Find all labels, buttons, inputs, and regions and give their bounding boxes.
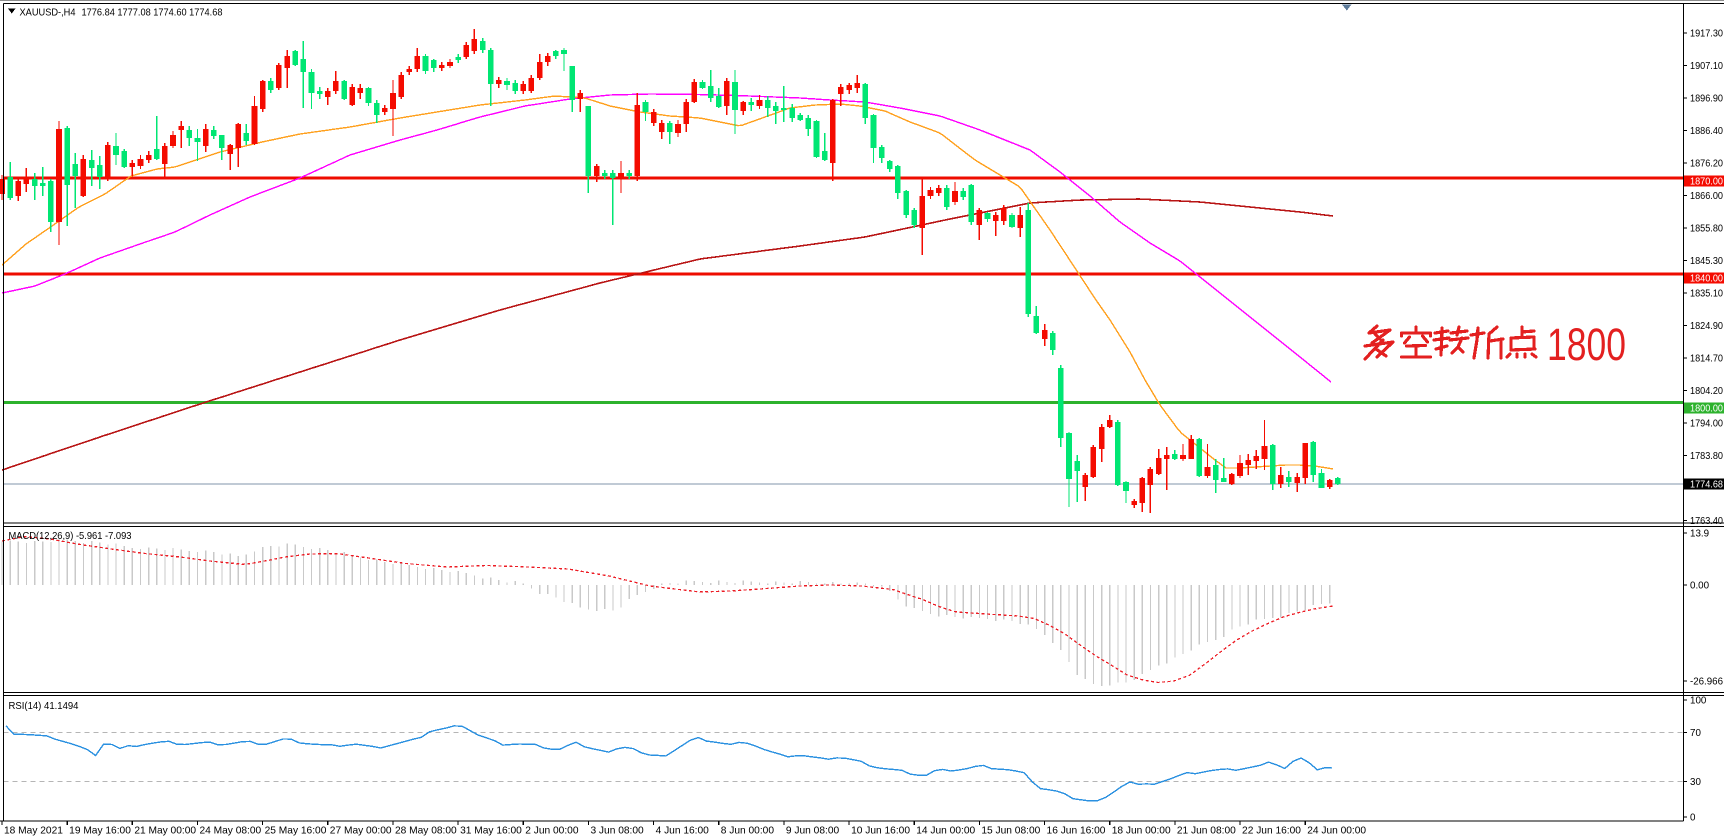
svg-text:1776.84 1777.08 1774.60 1774.6: 1776.84 1777.08 1774.60 1774.68 — [82, 7, 223, 18]
svg-text:13.9: 13.9 — [1690, 529, 1709, 540]
svg-text:22 Jun 16:00: 22 Jun 16:00 — [1242, 826, 1301, 837]
svg-text:30: 30 — [1690, 777, 1701, 788]
svg-text:24 May 08:00: 24 May 08:00 — [199, 826, 261, 837]
svg-text:1824.90: 1824.90 — [1690, 321, 1724, 332]
svg-text:2 Jun 00:00: 2 Jun 00:00 — [525, 826, 579, 837]
svg-text:18 May 2021: 18 May 2021 — [4, 826, 63, 837]
svg-text:19 May 16:00: 19 May 16:00 — [69, 826, 131, 837]
svg-text:9 Jun 08:00: 9 Jun 08:00 — [786, 826, 840, 837]
svg-text:1855.80: 1855.80 — [1690, 224, 1724, 235]
svg-text:24 Jun 00:00: 24 Jun 00:00 — [1307, 826, 1366, 837]
svg-text:14 Jun 00:00: 14 Jun 00:00 — [916, 826, 975, 837]
svg-text:-26.966: -26.966 — [1690, 677, 1724, 688]
svg-text:1763.40: 1763.40 — [1690, 516, 1724, 527]
svg-text:31 May 16:00: 31 May 16:00 — [460, 826, 522, 837]
svg-text:XAUUSD-,H4: XAUUSD-,H4 — [20, 7, 76, 18]
svg-text:1794.00: 1794.00 — [1690, 419, 1724, 430]
svg-text:21 Jun 08:00: 21 Jun 08:00 — [1177, 826, 1236, 837]
svg-text:21 May 00:00: 21 May 00:00 — [134, 826, 196, 837]
svg-text:0: 0 — [1690, 813, 1696, 824]
svg-text:1800.00: 1800.00 — [1690, 404, 1724, 415]
svg-text:1870.00: 1870.00 — [1690, 177, 1724, 188]
svg-text:1886.40: 1886.40 — [1690, 126, 1724, 137]
svg-text:MACD(12,26,9) -5.961 -7.093: MACD(12,26,9) -5.961 -7.093 — [9, 531, 132, 542]
svg-text:1835.10: 1835.10 — [1690, 289, 1724, 300]
svg-text:28 May 08:00: 28 May 08:00 — [395, 826, 457, 837]
svg-text:1866.00: 1866.00 — [1690, 191, 1724, 202]
svg-text:1814.70: 1814.70 — [1690, 354, 1724, 365]
svg-text:25 May 16:00: 25 May 16:00 — [265, 826, 327, 837]
svg-text:10 Jun 16:00: 10 Jun 16:00 — [851, 826, 910, 837]
svg-text:70: 70 — [1690, 728, 1701, 739]
svg-text:16 Jun 16:00: 16 Jun 16:00 — [1047, 826, 1106, 837]
svg-text:1896.90: 1896.90 — [1690, 94, 1724, 105]
svg-text:1845.30: 1845.30 — [1690, 256, 1724, 267]
svg-text:1907.10: 1907.10 — [1690, 61, 1724, 72]
svg-text:1774.68: 1774.68 — [1690, 480, 1724, 491]
svg-text:1800: 1800 — [1547, 319, 1626, 370]
svg-text:4 Jun 16:00: 4 Jun 16:00 — [656, 826, 710, 837]
svg-text:0.00: 0.00 — [1690, 581, 1710, 592]
svg-text:1917.30: 1917.30 — [1690, 29, 1724, 40]
svg-text:1876.20: 1876.20 — [1690, 159, 1724, 170]
svg-text:1804.20: 1804.20 — [1690, 386, 1724, 397]
svg-text:3 Jun 08:00: 3 Jun 08:00 — [590, 826, 644, 837]
svg-text:RSI(14) 41.1494: RSI(14) 41.1494 — [9, 701, 79, 712]
svg-text:100: 100 — [1690, 696, 1707, 707]
svg-text:8 Jun 00:00: 8 Jun 00:00 — [721, 826, 775, 837]
svg-text:15 Jun 08:00: 15 Jun 08:00 — [981, 826, 1040, 837]
svg-text:1783.80: 1783.80 — [1690, 451, 1724, 462]
svg-text:1840.00: 1840.00 — [1690, 274, 1724, 285]
svg-text:27 May 00:00: 27 May 00:00 — [330, 826, 392, 837]
svg-text:18 Jun 00:00: 18 Jun 00:00 — [1112, 826, 1171, 837]
